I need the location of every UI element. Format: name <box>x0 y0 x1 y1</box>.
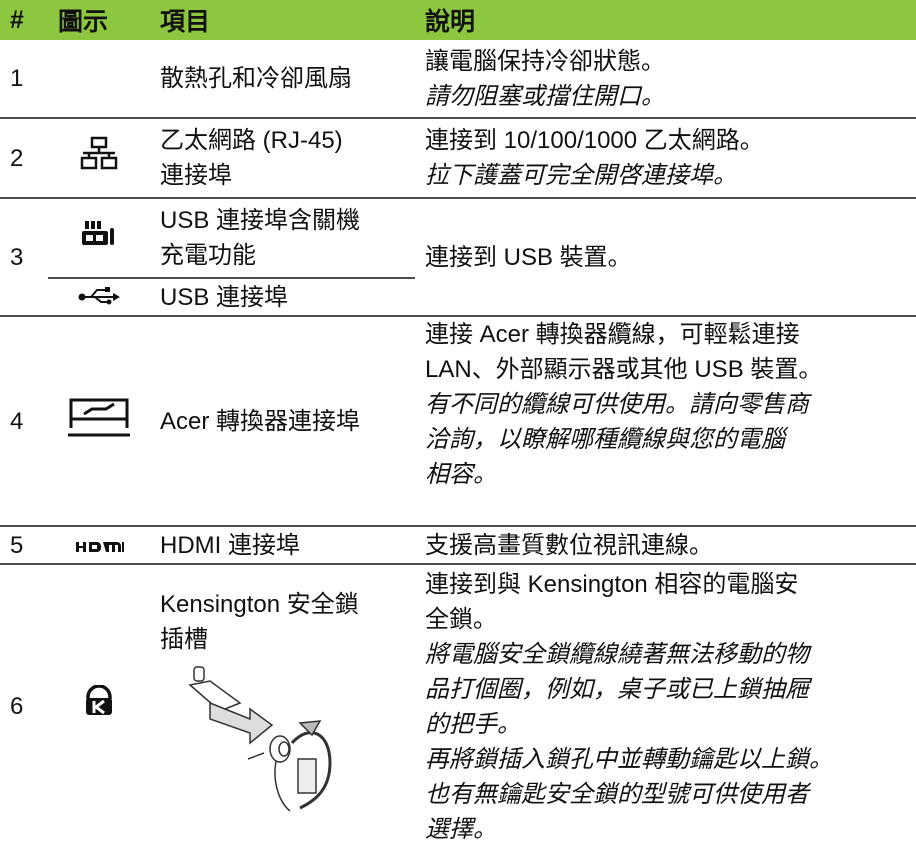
description: 連接到與 Kensington 相容的電腦安 全鎖。將電腦安全鎖纜線繞著無法移動的… <box>415 564 916 847</box>
item: Acer 轉換器連接埠 <box>150 316 415 527</box>
item-line: Kensington 安全鎖 <box>160 591 359 618</box>
row: 4 Acer 轉換器連接埠 連接 Acer 轉換器纜線，可輕鬆連接 LAN、外部顯… <box>0 316 916 527</box>
icon-cell <box>48 40 150 119</box>
lock-illustration <box>188 666 332 812</box>
header-cell: 圖示 <box>48 0 150 40</box>
item: 散熱孔和冷卻風扇 <box>150 40 415 119</box>
text-line: 讓電腦保持冷卻狀態。 <box>425 47 665 75</box>
description: 連接 Acer 轉換器纜線，可輕鬆連接 LAN、外部顯示器或其他 USB 裝置。有… <box>415 316 916 527</box>
description: 讓電腦保持冷卻狀態。 請勿阻塞或擋住開口。 <box>415 40 916 119</box>
item-line: USB 連接埠 <box>160 283 289 311</box>
number: 2 <box>0 118 48 199</box>
kensington-icon <box>86 684 112 715</box>
text-line: 連接 Acer 轉換器纜線，可輕鬆連接 <box>425 321 800 348</box>
usb-charge-icon <box>82 221 114 245</box>
row: 6 Kensington 安全鎖 插槽 連接到與 Kensington 相容的電腦… <box>0 564 916 847</box>
item: Kensington 安全鎖 插槽 <box>150 564 415 847</box>
row: 2 乙太網路 (RJ-45) 連接埠 連接到 10/100/1000 乙太網路。拉… <box>0 118 916 199</box>
icon-cell <box>48 564 150 847</box>
usb-icon <box>78 286 120 304</box>
header-cell: 項目 <box>150 0 415 40</box>
number: 3 <box>0 198 48 317</box>
item-line: 乙太網路 (RJ-45) <box>160 127 343 154</box>
number: 1 <box>0 40 48 119</box>
item: USB 連接埠 <box>150 277 415 317</box>
icon-cell <box>48 118 150 199</box>
note-line: 的把手。 <box>425 711 521 738</box>
description: 連接到 10/100/1000 乙太網路。 拉下護蓋可完全開啓連接埠。 <box>415 118 916 199</box>
item: USB 連接埠含關機 充電功能 <box>150 198 415 278</box>
icon-cell <box>48 198 150 278</box>
note-line: 也有無鑰匙安全鎖的型號可供使用者 <box>425 781 809 808</box>
row: 1 散熱孔和冷卻風扇 讓電腦保持冷卻狀態。 請勿阻塞或擋住開口。 <box>0 40 916 119</box>
description: 支援高畫質數位視訊連線。 <box>415 526 916 565</box>
item-line: 連接埠 <box>160 162 232 189</box>
item: HDMI 連接埠 <box>150 526 415 565</box>
icon-cell <box>48 316 150 527</box>
header-cell: # <box>0 0 48 40</box>
converter-icon <box>68 398 130 437</box>
item-line: 插槽 <box>160 626 208 653</box>
number: 4 <box>0 316 48 527</box>
note-line: 有不同的纜線可供使用。請向零售商 <box>425 391 809 418</box>
item: 乙太網路 (RJ-45) 連接埠 <box>150 118 415 199</box>
row: 5 HDMI 連接埠 支援高畫質數位視訊連線。 <box>0 526 916 565</box>
icon-cell <box>48 277 150 317</box>
header-cell: 說明 <box>415 0 916 40</box>
note-line: 拉下護蓋可完全開啓連接埠。 <box>425 162 737 189</box>
row: 3 USB 連接埠含關機 充電功能 連接到 USB 裝置。 <box>0 198 916 317</box>
text-line: 連接到 USB 裝置。 <box>425 243 632 271</box>
hdmi-icon <box>76 541 124 552</box>
number: 5 <box>0 526 48 565</box>
item-line: HDMI 連接埠 <box>160 531 300 559</box>
note-line: 洽詢，以瞭解哪種纜線與您的電腦 <box>425 426 785 453</box>
note-line: 選擇。 <box>425 816 497 843</box>
header-row: # 圖示 項目 說明 <box>0 0 916 40</box>
sub-row: USB 連接埠 <box>0 277 916 317</box>
network-icon <box>80 136 118 170</box>
text-line: 連接到與 Kensington 相容的電腦安 <box>425 571 799 598</box>
text-line: 連接到 10/100/1000 乙太網路。 <box>425 127 764 154</box>
note-line: 請勿阻塞或擋住開口。 <box>425 82 665 110</box>
icon-cell <box>48 526 150 565</box>
item-line: 散熱孔和冷卻風扇 <box>160 65 352 92</box>
note-line: 品打個圈，例如，桌子或已上鎖抽屜 <box>425 676 809 703</box>
note-line: 相容。 <box>425 461 497 488</box>
note-line: 將電腦安全鎖纜線繞著無法移動的物 <box>425 641 809 668</box>
note-line: 再將鎖插入鎖孔中並轉動鑰匙以上鎖。 <box>425 746 833 773</box>
text-line: 支援高畫質數位視訊連線。 <box>425 531 713 559</box>
item-line: USB 連接埠含關機 <box>160 207 361 234</box>
text-line: LAN、外部顯示器或其他 USB 裝置。 <box>425 356 823 383</box>
item-line: 充電功能 <box>160 242 256 269</box>
item-line: Acer 轉換器連接埠 <box>160 407 361 435</box>
description: 連接到 USB 裝置。 <box>415 198 916 317</box>
text-line: 全鎖。 <box>425 606 497 633</box>
number: 6 <box>10 692 24 720</box>
